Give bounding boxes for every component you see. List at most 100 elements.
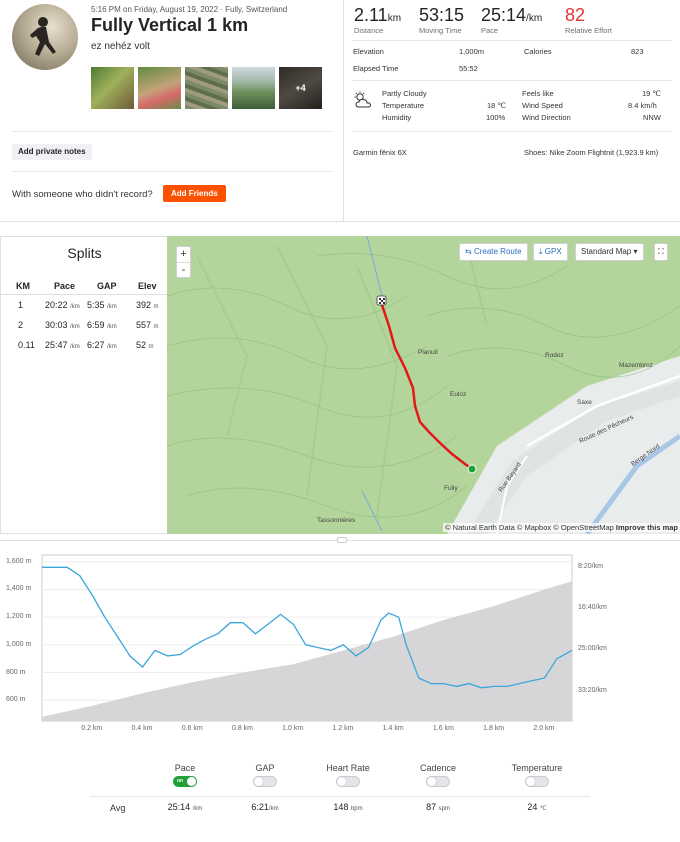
- toggle-switch[interactable]: [253, 776, 277, 787]
- toggle-switch[interactable]: [336, 776, 360, 787]
- toggle-switch[interactable]: on: [173, 776, 197, 787]
- toggle-label: GAP: [255, 763, 275, 773]
- photo-thumbnail[interactable]: [185, 67, 228, 109]
- y-tick-left: 1,000 m: [6, 640, 32, 648]
- stat-moving-time: 53:15 Moving Time: [419, 5, 464, 35]
- shoes-info[interactable]: Shoes: Nike Zoom Flightnit (1,923.9 km): [524, 148, 659, 157]
- map-label-planuit: Planuit: [418, 349, 438, 356]
- route-line: [380, 304, 473, 471]
- split-gap: 6:59 /km: [87, 320, 117, 330]
- y-tick-left: 1,400 m: [6, 585, 32, 593]
- splits-title: Splits: [67, 245, 102, 261]
- elevation-label: Elevation: [353, 47, 384, 56]
- analysis-panel: 1,600 m 1,400 m 1,200 m 1,000 m 800 m 600 m 8:…: [0, 537, 680, 842]
- splits-panel: Splits KM Pace GAP Elev 1 20:22 /km 5:35 /…: [0, 236, 167, 534]
- wind-direction-label: Wind Direction: [522, 113, 571, 122]
- activity-title: Fully Vertical 1 km: [91, 15, 249, 35]
- zoom-out-button[interactable]: -: [177, 262, 190, 277]
- calories-value: 823: [631, 47, 644, 56]
- divider: [352, 80, 672, 81]
- split-gap: 5:35 /km: [87, 300, 117, 310]
- gpx-export-button[interactable]: ⤓ GPX: [533, 243, 568, 261]
- split-km: 0.11: [18, 340, 35, 350]
- y-tick-left: 800 m: [6, 668, 26, 676]
- add-private-notes-button[interactable]: Add private notes: [12, 144, 92, 160]
- stat-relative-effort[interactable]: 82 Relative Effort: [565, 5, 612, 35]
- y-tick-left: 1,600 m: [6, 557, 32, 565]
- resize-handle[interactable]: [337, 537, 347, 543]
- improve-map-link[interactable]: Improve this map: [615, 523, 678, 532]
- split-pace: 20:22 /km: [45, 300, 80, 310]
- avg-cadence-value: 87: [426, 802, 437, 812]
- split-gap: 6:27 /km: [87, 340, 117, 350]
- elevation-pace-chart[interactable]: [0, 541, 680, 751]
- split-row[interactable]: 0.11 25:47 /km 6:27 /km 52 m: [1, 335, 167, 355]
- moving-time-label: Moving Time: [419, 26, 462, 35]
- create-route-button[interactable]: ⇆ Create Route: [459, 243, 528, 261]
- route-map[interactable]: + - ⇆ Create Route ⤓ GPX Standard Map ▾ …: [167, 236, 680, 534]
- activity-stats: 2.11km Distance 53:15 Moving Time 25:14/…: [344, 0, 680, 222]
- divider: [1, 294, 167, 295]
- x-tick: 1.2 km: [332, 725, 354, 732]
- avg-hr-value: 148: [333, 802, 349, 812]
- split-pace-value: 25:47: [45, 340, 68, 350]
- avg-gap: 6:21/km: [225, 802, 305, 812]
- avg-hr-unit: bpm: [350, 806, 363, 812]
- athlete-avatar[interactable]: [12, 4, 78, 70]
- pace-unit: /km: [526, 13, 543, 24]
- activity-meta: 5:16 PM on Friday, August 19, 2022 · Ful…: [91, 5, 288, 14]
- photo-thumbnail[interactable]: [91, 67, 134, 109]
- photo-more-thumbnail[interactable]: +4: [279, 67, 322, 109]
- fullscreen-button[interactable]: ⛶: [654, 243, 668, 261]
- map-type-label: Standard Map: [581, 247, 632, 256]
- toggle-temperature: Temperature: [497, 763, 577, 787]
- avg-pace-value: 25:14: [167, 802, 191, 812]
- map-label-tassonnieres: Tassonnières: [317, 517, 356, 524]
- humidity-label: Humidity: [382, 113, 412, 122]
- x-tick: 1.6 km: [432, 725, 454, 732]
- split-elev-value: 557: [136, 320, 152, 330]
- splits-header-pace: Pace: [54, 281, 76, 291]
- y-tick-left: 1,200 m: [6, 613, 32, 621]
- map-type-select[interactable]: Standard Map ▾: [575, 243, 644, 261]
- split-row[interactable]: 1 20:22 /km 5:35 /km 392 m: [1, 295, 167, 315]
- toggle-pace: Pace on: [145, 763, 225, 787]
- map-canvas: [167, 236, 680, 534]
- split-elev-unit: m: [153, 304, 159, 310]
- x-tick: 0.8 km: [231, 725, 253, 732]
- avg-pace-unit: /km: [192, 806, 203, 812]
- elevation-value: 1,000m: [459, 47, 485, 56]
- map-label-euloz: Euloz: [450, 391, 467, 398]
- toggle-label: Temperature: [511, 763, 563, 773]
- add-friends-button[interactable]: Add Friends: [163, 185, 226, 202]
- y-tick-right: 25:00/km: [578, 645, 607, 652]
- divider: [352, 40, 672, 41]
- toggle-switch[interactable]: [525, 776, 549, 787]
- split-gap-value: 6:27: [87, 340, 105, 350]
- zoom-in-button[interactable]: +: [180, 248, 187, 260]
- temperature-label: Temperature: [382, 101, 425, 110]
- split-pace-unit: /km: [70, 304, 80, 310]
- calories-label: Calories: [524, 47, 552, 56]
- avg-gap-unit: /km: [268, 806, 279, 812]
- weather-condition: Partly Cloudy: [382, 89, 427, 98]
- elapsed-time-value: 55:52: [459, 64, 478, 73]
- split-pace: 25:47 /km: [45, 340, 80, 350]
- divider: [12, 131, 333, 132]
- x-tick: 1.0 km: [282, 725, 304, 732]
- split-gap-unit: /km: [107, 304, 117, 310]
- photo-strip: +4: [91, 67, 322, 109]
- wind-direction-value: NNW: [643, 113, 661, 122]
- split-row[interactable]: 2 30:03 /km 6:59 /km 557 m: [1, 315, 167, 335]
- photo-thumbnail[interactable]: [138, 67, 181, 109]
- caret-down-icon: ▾: [631, 247, 638, 256]
- activity-header: 5:16 PM on Friday, August 19, 2022 · Ful…: [0, 0, 344, 222]
- partly-cloudy-icon: [354, 91, 372, 108]
- split-km-value: 0.11: [18, 340, 35, 350]
- x-tick: 0.4 km: [131, 725, 153, 732]
- toggle-switch[interactable]: [426, 776, 450, 787]
- divider: [352, 131, 672, 132]
- photo-thumbnail[interactable]: [232, 67, 275, 109]
- attribution-text[interactable]: © Natural Earth Data © Mapbox © OpenStre…: [445, 523, 614, 532]
- x-tick: 2.0 km: [533, 725, 555, 732]
